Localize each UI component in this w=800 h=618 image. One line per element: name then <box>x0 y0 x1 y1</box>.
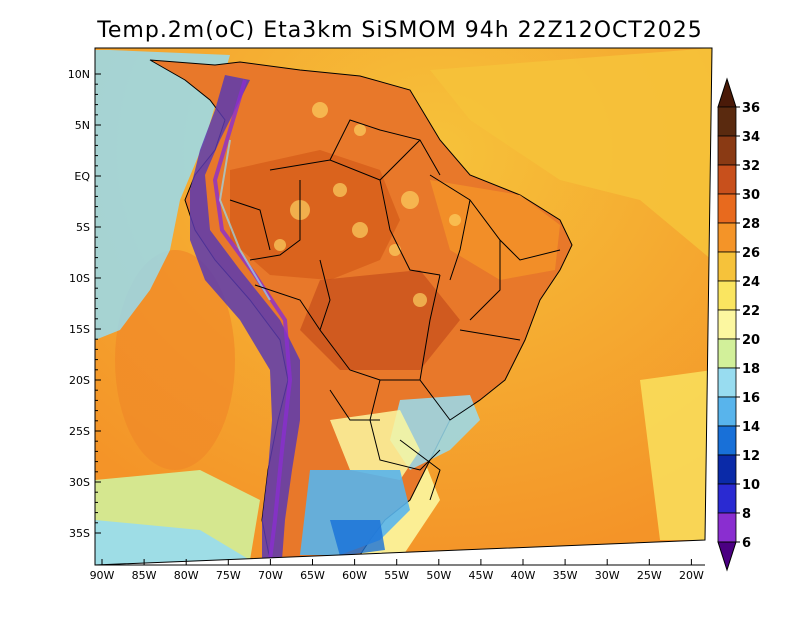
lat-label: 15S <box>69 323 90 336</box>
lat-label: 35S <box>69 527 90 540</box>
pacific-cold-coastal <box>95 50 230 340</box>
colorbar-label: 28 <box>742 217 760 232</box>
longitude-axis: 90W 85W 80W 75W 70W 65W 60W 55W 50W 45W 40W 35W 30W 2… <box>90 559 704 582</box>
lat-label: 25S <box>69 425 90 438</box>
colorbar-swatch <box>717 396 737 427</box>
map-field <box>95 48 712 565</box>
lat-label: 10S <box>69 272 90 285</box>
lon-label: 90W <box>90 569 115 582</box>
colorbar-swatch <box>717 454 737 485</box>
colorbar-label: 36 <box>742 101 760 116</box>
lat-label: EQ <box>74 170 90 183</box>
colorbar-label: 26 <box>742 246 760 261</box>
colorbar-swatch <box>717 193 737 224</box>
amazon-hot-zone <box>230 150 400 280</box>
latitude-axis: 10N 5N EQ 5S 10S 15S 20S 25S 30S 35S <box>68 68 101 540</box>
colorbar-label: 18 <box>742 362 760 377</box>
colorbar-swatch <box>717 251 737 282</box>
colorbar-swatch <box>717 309 737 340</box>
northeast-zone <box>430 180 560 280</box>
lon-label: 25W <box>637 569 662 582</box>
lon-label: 40W <box>511 569 536 582</box>
colorbar-swatch <box>717 280 737 311</box>
lat-label: 10N <box>68 68 90 81</box>
lon-label: 65W <box>300 569 325 582</box>
colorbar-top-cap <box>717 77 737 108</box>
colorbar-swatch <box>717 512 737 543</box>
colorbar-label: 22 <box>742 304 760 319</box>
colorbar-label: 34 <box>742 130 760 145</box>
colorbar-swatch <box>717 135 737 166</box>
map-title: Temp.2m(oC) Eta3km SiSMOM 94h 22Z12OCT20… <box>97 18 703 43</box>
lon-label: 75W <box>216 569 241 582</box>
andes-ridge-line <box>212 79 293 561</box>
colorbar-label: 24 <box>742 275 760 290</box>
south-pacific-cold <box>95 520 250 565</box>
lon-label: 20W <box>679 569 704 582</box>
lon-label: 55W <box>384 569 409 582</box>
colorbar-bottom-cap <box>717 541 737 572</box>
colorbar-label: 12 <box>742 449 760 464</box>
lon-label: 35W <box>553 569 578 582</box>
lat-label: 5S <box>76 221 90 234</box>
colorbar-swatch <box>717 222 737 253</box>
atlantic-warm-zone <box>430 48 712 260</box>
andes-cold-zone <box>190 75 300 560</box>
lon-label: 70W <box>258 569 283 582</box>
colorbar-label: 16 <box>742 391 760 406</box>
lon-label: 60W <box>342 569 367 582</box>
lon-label: 80W <box>174 569 199 582</box>
colorbar-label: 6 <box>742 536 751 551</box>
pampas-cold-core <box>330 520 385 556</box>
colorbar-label: 10 <box>742 478 760 493</box>
lon-label: 85W <box>132 569 157 582</box>
lat-label: 30S <box>69 476 90 489</box>
lon-label: 30W <box>595 569 620 582</box>
colorbar-label: 32 <box>742 159 760 174</box>
colorbar-swatch <box>717 483 737 514</box>
colorbar-label: 14 <box>742 420 760 435</box>
lat-label: 20S <box>69 374 90 387</box>
political-borders <box>229 119 561 501</box>
lon-label: 45W <box>468 569 493 582</box>
lon-label: 50W <box>426 569 451 582</box>
lat-label: 5N <box>75 119 90 132</box>
colorbar-label: 20 <box>742 333 760 348</box>
colorbar-swatch <box>717 367 737 398</box>
pacific-warm-zone <box>115 250 235 470</box>
south-mild-zone <box>330 410 420 480</box>
colorbar-label: 8 <box>742 507 751 522</box>
colorbar-swatch <box>717 425 737 456</box>
andes-slope-line <box>218 139 271 301</box>
east-atlantic-zone <box>640 370 712 540</box>
colorbar-label: 30 <box>742 188 760 203</box>
colorbar-swatch <box>717 106 737 137</box>
colorbar-swatch <box>717 164 737 195</box>
southern-cone-cold <box>300 470 410 555</box>
colorbar-legend: 36 34 32 30 28 26 24 22 20 18 16 14 12 10 8 6 <box>717 77 760 572</box>
colorbar-swatch <box>717 338 737 369</box>
